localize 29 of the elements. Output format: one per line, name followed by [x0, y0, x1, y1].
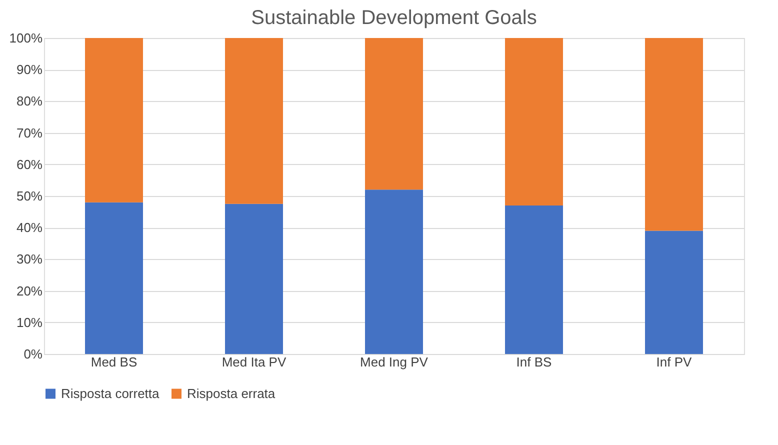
legend-label: Risposta corretta — [61, 386, 160, 401]
bar — [365, 190, 423, 354]
bar — [505, 205, 563, 354]
x-tick-label: Inf PV — [656, 354, 692, 370]
y-tick-label: 10% — [16, 314, 43, 330]
bar — [505, 38, 563, 206]
y-tick-label: 100% — [9, 30, 43, 46]
y-tick-label: 50% — [16, 188, 43, 204]
x-tick-label: Med Ing PV — [360, 354, 428, 370]
bar — [645, 230, 703, 354]
bar — [225, 204, 283, 354]
bar — [225, 38, 283, 204]
legend-label: Risposta errata — [187, 386, 276, 401]
x-tick-label: Inf BS — [516, 354, 552, 370]
bar — [645, 38, 703, 231]
y-tick-label: 40% — [16, 220, 43, 236]
bar — [85, 38, 143, 202]
y-tick-label: 30% — [16, 252, 43, 267]
bar — [365, 38, 423, 190]
x-tick-label: Med Ita PV — [222, 354, 286, 370]
x-tick-label: Med BS — [90, 354, 138, 370]
bar — [85, 202, 143, 354]
y-tick-label: 0% — [24, 346, 43, 362]
y-tick-label: 70% — [16, 125, 43, 140]
y-tick-label: 20% — [16, 283, 43, 298]
y-tick-label: 80% — [16, 94, 43, 109]
chart-title: Sustainable Development Goals — [251, 7, 537, 29]
y-tick-label: 60% — [16, 156, 43, 172]
y-tick-label: 90% — [16, 62, 43, 78]
